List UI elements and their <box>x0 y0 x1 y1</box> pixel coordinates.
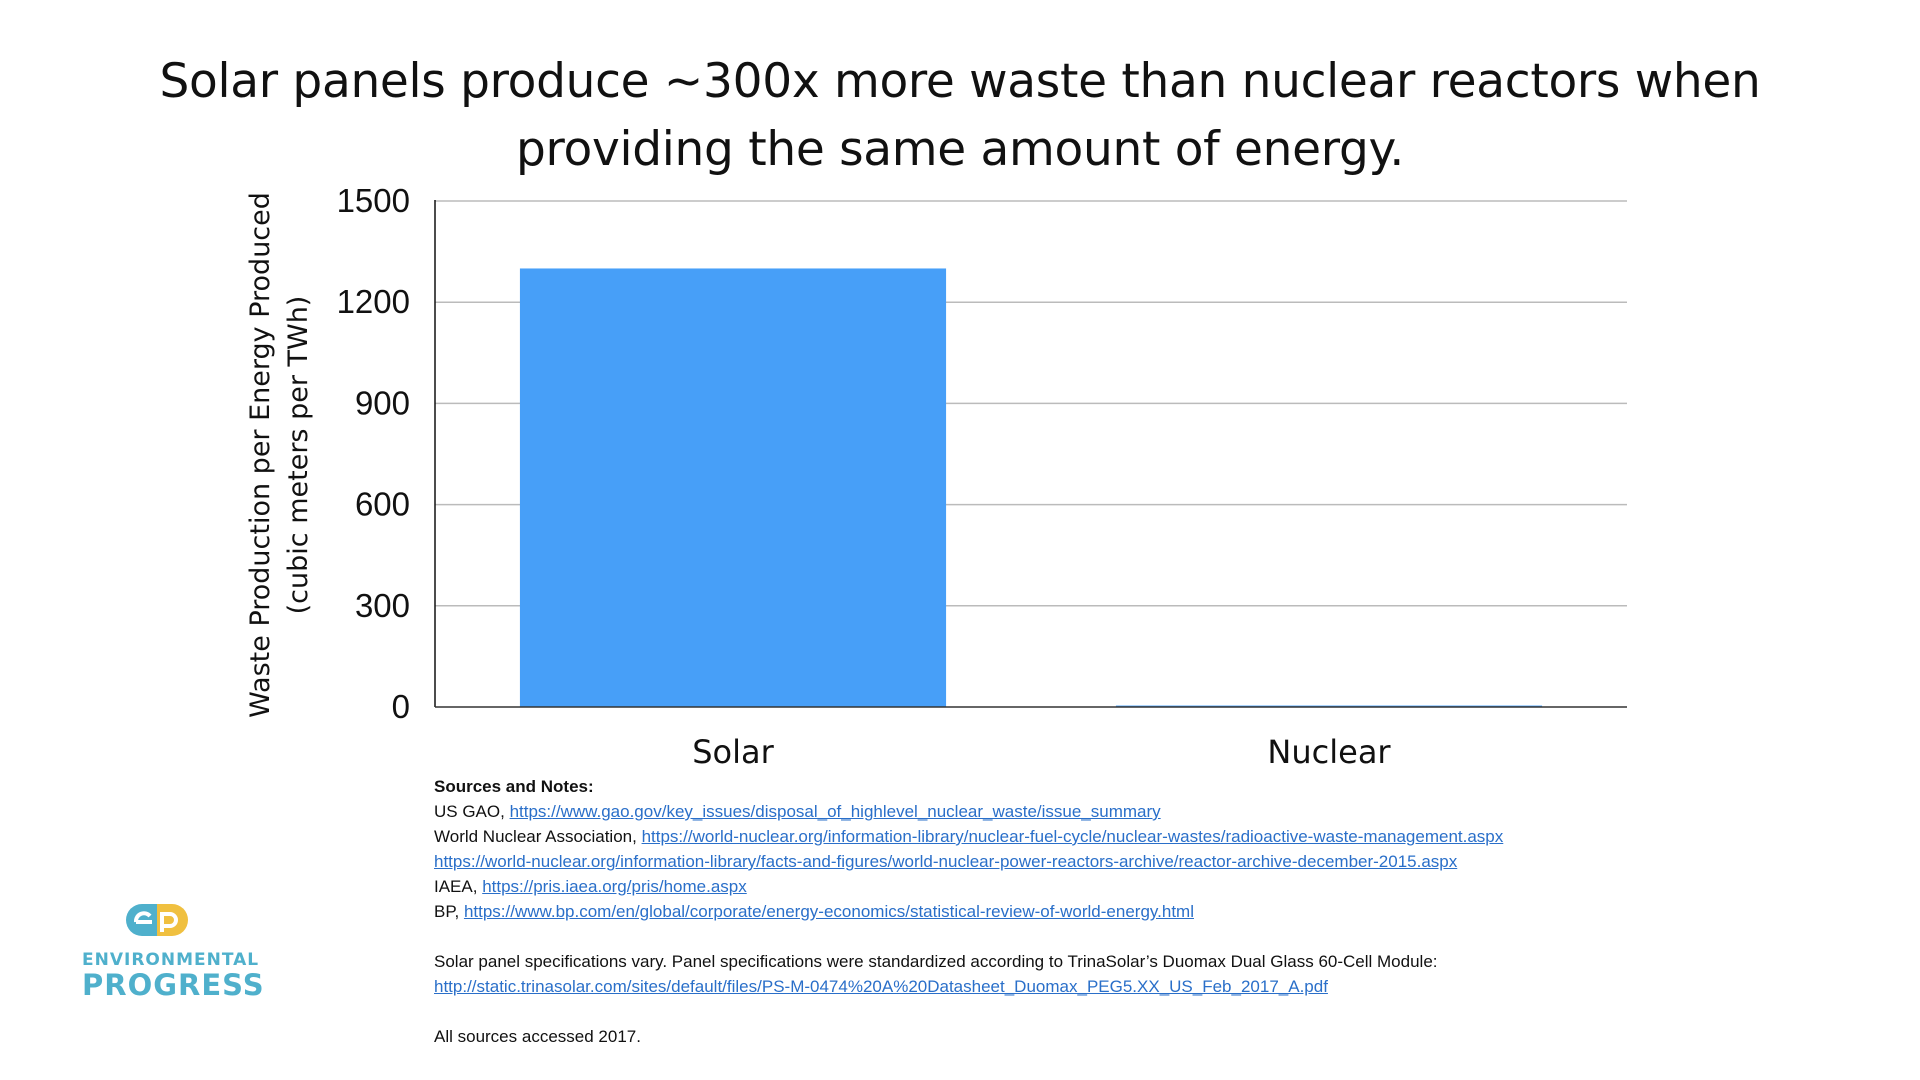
source-name: World Nuclear Association, <box>434 827 642 846</box>
spec-link[interactable]: http://static.trinasolar.com/sites/defau… <box>434 977 1328 996</box>
source-link[interactable]: https://world-nuclear.org/information-li… <box>641 827 1504 846</box>
notes-heading: Sources and Notes: <box>434 777 594 796</box>
accessed-note: All sources accessed 2017. <box>434 1027 641 1046</box>
title-line-2: providing the same amount of energy. <box>516 122 1404 177</box>
title-line-1: Solar panels produce ~300x more waste th… <box>159 54 1761 109</box>
source-link[interactable]: https://www.bp.com/en/global/corporate/e… <box>463 902 1194 921</box>
source-name: BP, <box>434 902 464 921</box>
ep-logo-icon <box>126 904 188 936</box>
source-line: https://world-nuclear.org/information-li… <box>434 849 1503 874</box>
source-name: IAEA, <box>434 877 483 896</box>
y-tick-label: 900 <box>355 384 410 421</box>
y-axis-label-line-1: Waste Production per Energy Produced <box>245 192 276 718</box>
y-tick-label: 1500 <box>337 182 410 219</box>
y-axis-label: Waste Production per Energy Produced (cu… <box>242 192 318 718</box>
source-line: World Nuclear Association, https://world… <box>434 824 1503 849</box>
environmental-progress-logo: ENVIRONMENTAL PROGRESS <box>82 900 265 1002</box>
sources-and-notes: Sources and Notes: US GAO, https://www.g… <box>434 774 1503 1049</box>
y-tick-label: 600 <box>355 486 410 523</box>
y-tick-label: 1200 <box>337 283 410 320</box>
x-category-label: Nuclear <box>1267 733 1391 771</box>
logo-line-1: ENVIRONMENTAL <box>82 950 260 970</box>
source-line: US GAO, https://www.gao.gov/key_issues/d… <box>434 799 1503 824</box>
x-category-label: Solar <box>692 733 774 771</box>
y-axis-label-line-2: (cubic meters per TWh) <box>283 295 314 615</box>
y-tick-label: 300 <box>355 587 410 624</box>
y-tick-label: 0 <box>392 688 410 725</box>
logo-line-2: PROGRESS <box>82 968 265 1002</box>
source-line: IAEA, https://pris.iaea.org/pris/home.as… <box>434 874 1503 899</box>
source-link[interactable]: https://pris.iaea.org/pris/home.aspx <box>482 877 747 896</box>
source-link[interactable]: https://www.gao.gov/key_issues/disposal_… <box>509 802 1161 821</box>
source-link[interactable]: https://world-nuclear.org/information-li… <box>434 852 1458 871</box>
chart-title: Solar panels produce ~300x more waste th… <box>0 48 1920 184</box>
bar-solar <box>519 268 947 707</box>
source-name: US GAO, <box>434 802 510 821</box>
source-line: BP, https://www.bp.com/en/global/corpora… <box>434 899 1503 924</box>
spec-text: Solar panel specifications vary. Panel s… <box>434 952 1438 971</box>
